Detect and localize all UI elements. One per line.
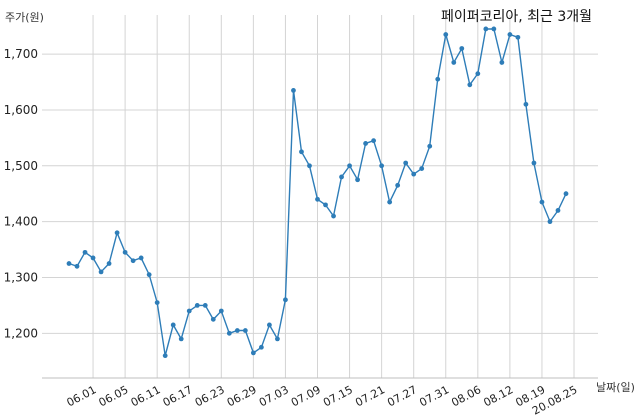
x-tick-label: 07.31 [417, 383, 451, 409]
data-point [307, 163, 312, 169]
x-tick-label: 07.27 [385, 383, 419, 409]
x-tick-label: 06.11 [129, 383, 163, 409]
x-tick-label: 06.17 [161, 383, 195, 409]
y-axis-label: 주가(원) [5, 11, 44, 24]
data-point [106, 261, 112, 266]
data-point [218, 308, 224, 314]
data-point [130, 258, 136, 264]
data-point [499, 60, 505, 65]
data-point [515, 34, 521, 40]
data-point [267, 322, 272, 328]
chart-title: 페이퍼코리아, 최근 3개월 [441, 9, 592, 25]
data-point [291, 87, 296, 93]
y-tick-label: 1,500 [4, 159, 38, 173]
data-point [210, 316, 216, 322]
data-point [74, 263, 80, 269]
data-point [531, 160, 537, 166]
data-point [395, 182, 401, 188]
data-point [82, 249, 88, 255]
data-point [555, 208, 561, 213]
data-point [283, 297, 288, 303]
data-point [299, 149, 304, 155]
y-tick-label: 1,200 [4, 326, 38, 340]
data-point [331, 213, 336, 219]
x-tick-label: 07.21 [353, 383, 387, 409]
y-tick-label: 1,600 [4, 103, 38, 117]
x-tick-label: 08.06 [449, 383, 483, 409]
x-tick-label: 06.01 [65, 383, 99, 409]
data-point [403, 160, 409, 166]
data-point [443, 32, 449, 37]
data-point [186, 308, 192, 314]
data-point [363, 141, 368, 146]
data-point [234, 328, 240, 333]
data-point [483, 26, 489, 32]
y-tick-label: 1,400 [4, 215, 38, 229]
data-point [275, 336, 280, 342]
data-point [355, 177, 360, 183]
price-points [66, 26, 569, 359]
data-point [315, 196, 320, 202]
x-tick-label: 07.09 [289, 383, 323, 409]
data-point [114, 230, 120, 236]
data-point [507, 32, 513, 37]
data-point [467, 82, 473, 88]
y-tick-label: 1,700 [4, 47, 38, 61]
data-point [138, 255, 144, 261]
x-tick-label: 08.12 [481, 383, 515, 409]
data-point [162, 353, 168, 359]
data-point [226, 330, 232, 336]
data-point [459, 46, 465, 51]
x-axis-label: 날짜(일) [596, 380, 635, 394]
x-tick-label: 07.15 [321, 383, 355, 409]
x-tick-label: 06.29 [225, 383, 259, 409]
data-point [347, 163, 352, 169]
data-point [523, 101, 529, 107]
data-point [435, 76, 441, 82]
data-point [411, 171, 417, 177]
grid-lines [42, 15, 598, 379]
data-point [427, 143, 433, 149]
data-point [122, 249, 128, 255]
data-point [339, 174, 344, 180]
data-point [146, 272, 152, 278]
x-tick-label: 06.23 [193, 383, 227, 409]
data-point [194, 303, 200, 308]
x-tick-label: 06.05 [97, 383, 131, 409]
data-point [323, 202, 328, 208]
data-point [250, 350, 256, 356]
data-point [539, 199, 545, 205]
data-point [66, 261, 72, 266]
data-point [451, 60, 457, 65]
data-point [475, 71, 481, 77]
data-point [154, 300, 160, 306]
data-point [371, 138, 377, 144]
data-point [379, 163, 385, 169]
x-tick-label: 07.03 [257, 383, 291, 409]
data-point [90, 255, 96, 261]
data-point [547, 219, 553, 225]
data-point [491, 26, 497, 32]
data-point [242, 328, 248, 333]
data-point [170, 322, 176, 328]
data-point [419, 166, 425, 171]
data-point [563, 191, 569, 197]
data-point [178, 336, 184, 342]
data-point [202, 303, 208, 308]
y-tick-label: 1,300 [4, 270, 38, 284]
data-point [387, 199, 393, 205]
data-point [258, 344, 264, 350]
y-axis-ticks: 1,200 1,300 1,400 1,500 1,600 1,700 [4, 47, 38, 340]
x-axis-ticks: 06.0106.0506.1106.1706.2306.2907.0307.09… [65, 383, 580, 417]
data-point [98, 269, 104, 275]
